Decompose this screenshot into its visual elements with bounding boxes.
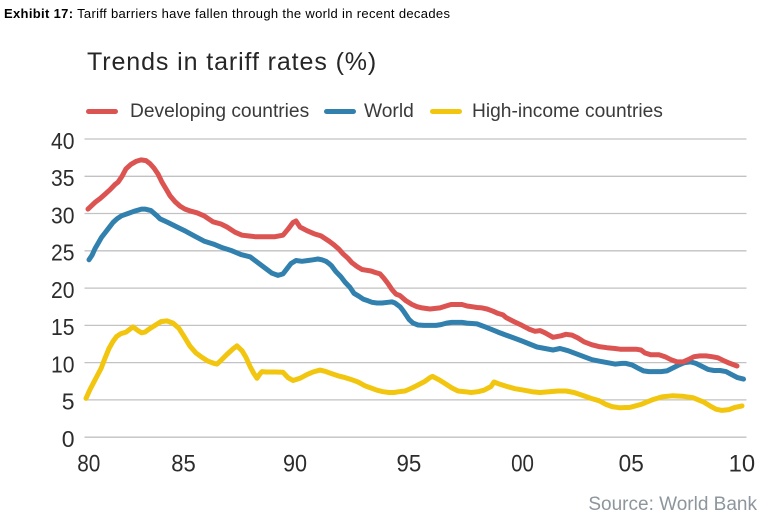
svg-text:10: 10 [51, 351, 75, 377]
svg-text:15: 15 [51, 314, 75, 340]
svg-text:30: 30 [51, 202, 75, 228]
svg-text:35: 35 [51, 165, 75, 191]
svg-text:0: 0 [62, 426, 75, 452]
svg-text:05: 05 [619, 450, 644, 477]
svg-text:95: 95 [397, 450, 422, 477]
svg-text:85: 85 [171, 450, 196, 477]
svg-text:40: 40 [51, 128, 75, 154]
svg-text:90: 90 [283, 450, 307, 477]
svg-text:20: 20 [51, 277, 75, 303]
svg-text:00: 00 [511, 450, 534, 477]
svg-text:10: 10 [729, 450, 756, 477]
svg-text:5: 5 [62, 389, 75, 415]
svg-text:25: 25 [51, 240, 75, 266]
svg-text:80: 80 [77, 450, 100, 477]
